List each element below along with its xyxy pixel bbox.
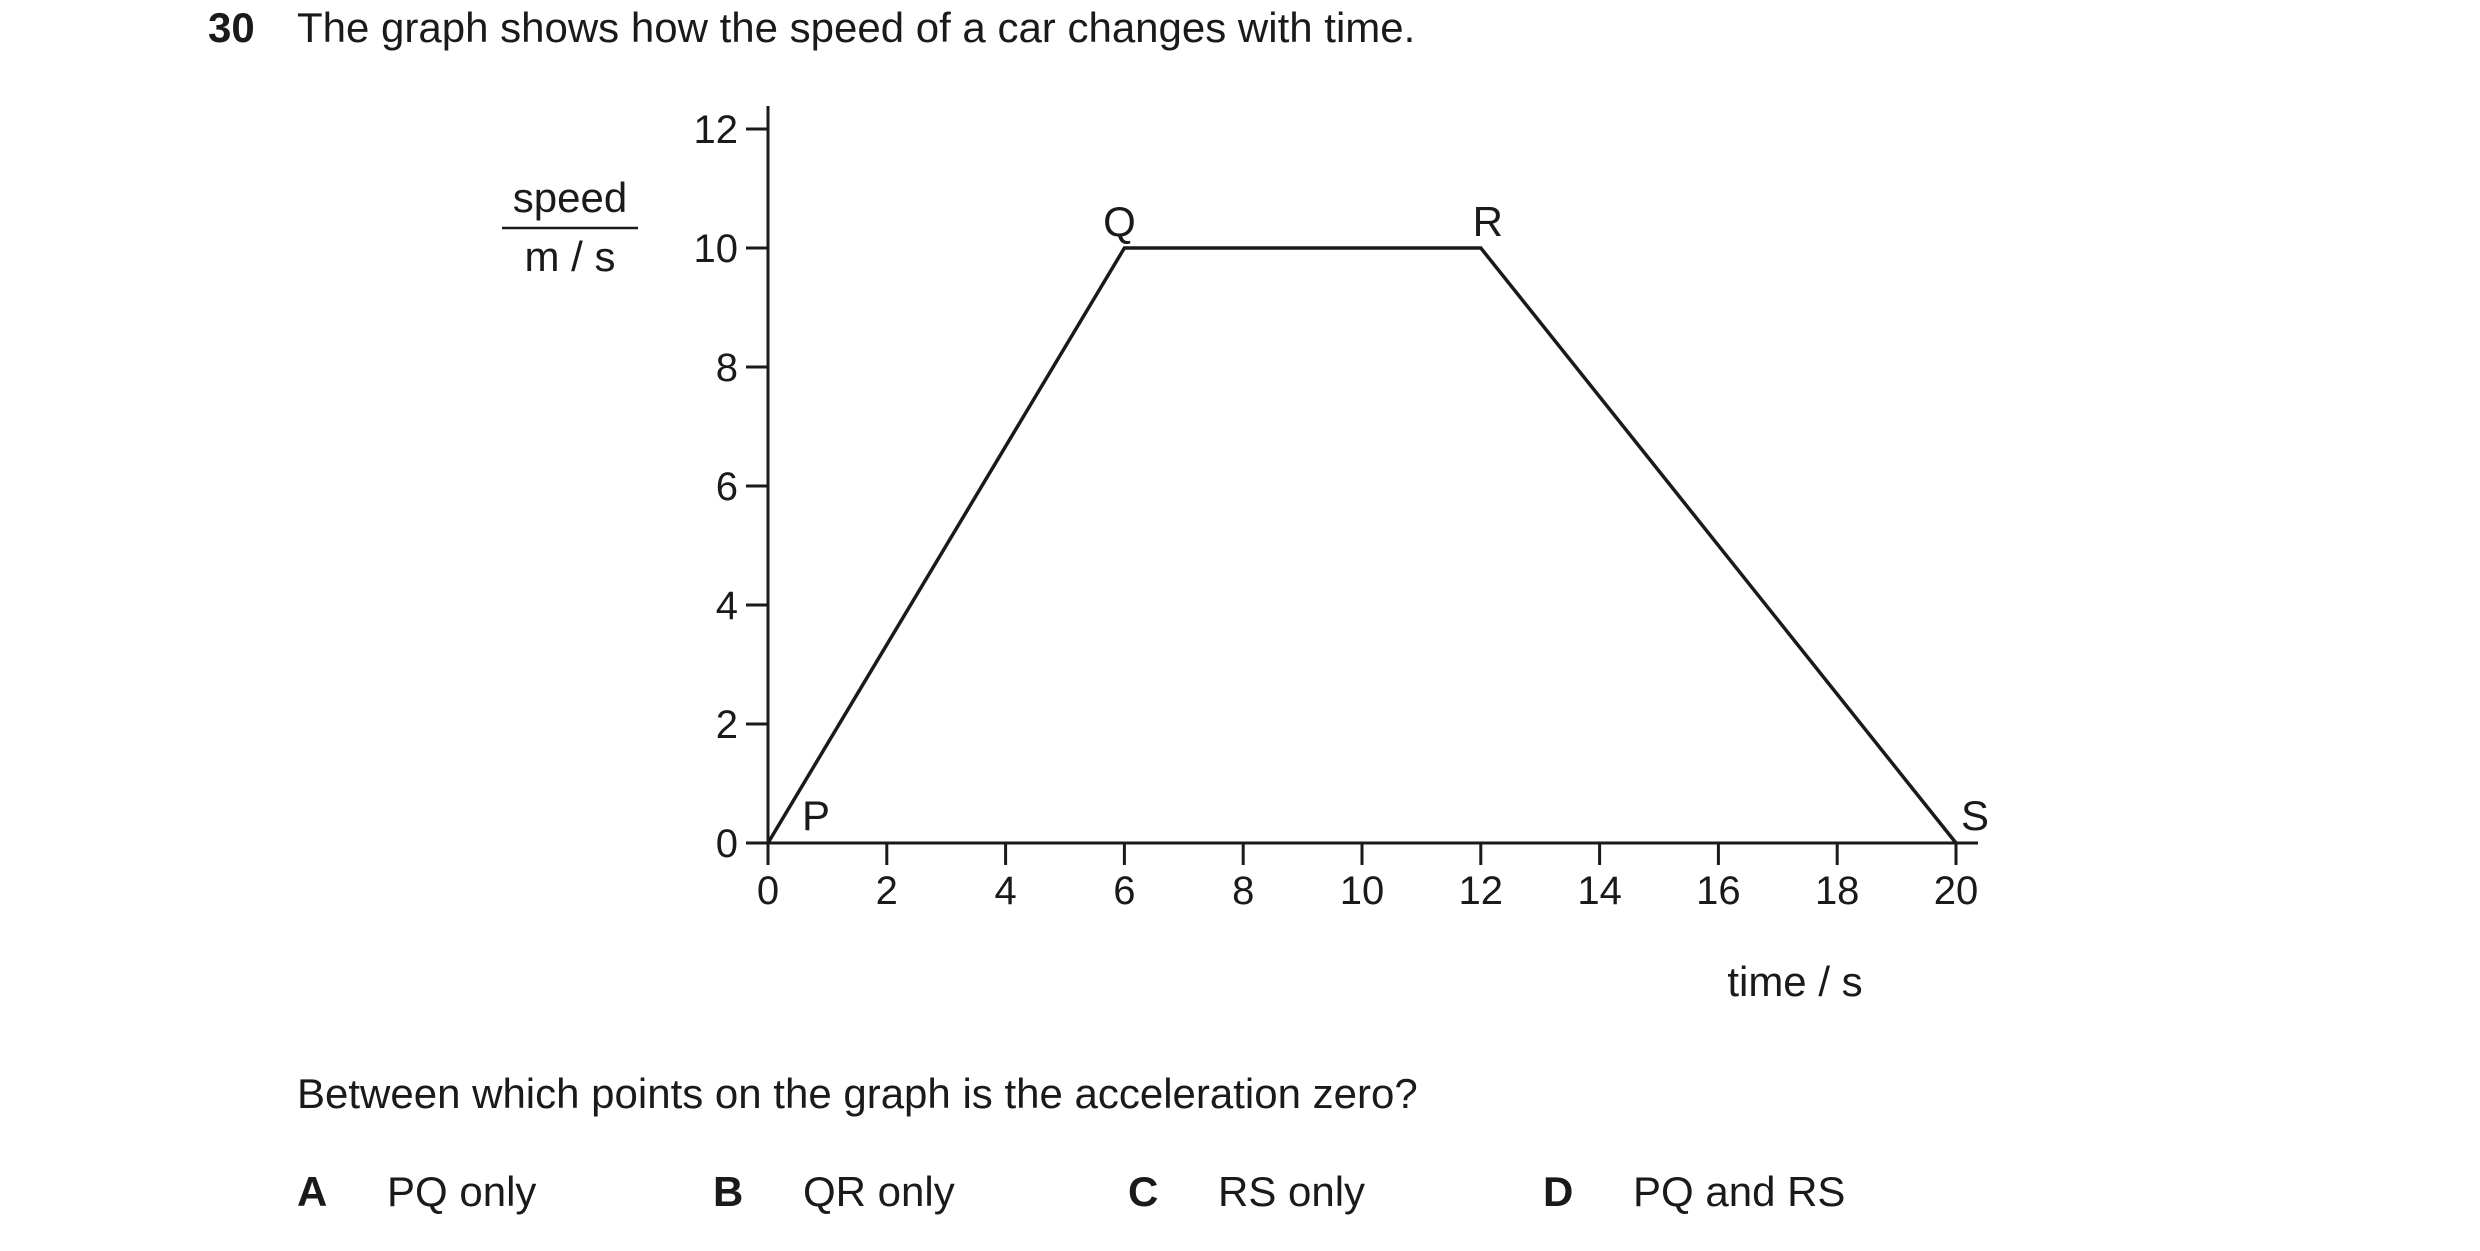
x-tick-label: 0	[757, 869, 779, 913]
y-tick-label: 10	[694, 227, 739, 271]
x-tick-label: 10	[1340, 869, 1385, 913]
y-tick-label: 8	[716, 346, 738, 390]
x-tick-label: 12	[1459, 869, 1504, 913]
x-tick-label: 20	[1934, 869, 1979, 913]
x-tick-label: 4	[994, 869, 1016, 913]
x-tick-label: 2	[876, 869, 898, 913]
x-axis-label: time / s	[1727, 958, 1862, 1005]
option-d[interactable]: D PQ and RS	[1543, 1168, 1845, 1216]
option-a-text: PQ only	[387, 1168, 537, 1215]
y-tick-label: 6	[716, 465, 738, 509]
y-tick-label: 4	[716, 584, 738, 628]
point-label-p: P	[802, 792, 830, 839]
option-a[interactable]: A PQ only	[297, 1168, 536, 1216]
y-axis-label-top: speed	[513, 174, 627, 221]
x-tick-label: 8	[1232, 869, 1254, 913]
question-prompt: Between which points on the graph is the…	[297, 1070, 1418, 1117]
option-d-text: PQ and RS	[1633, 1168, 1846, 1215]
y-tick-label: 0	[716, 822, 738, 866]
x-tick-label: 16	[1696, 869, 1741, 913]
x-tick-label: 14	[1577, 869, 1622, 913]
option-c-text: RS only	[1218, 1168, 1366, 1215]
question-number: 30	[208, 4, 255, 51]
x-tick-label: 18	[1815, 869, 1860, 913]
question-stem: The graph shows how the speed of a car c…	[297, 4, 1416, 51]
point-label-q: Q	[1103, 198, 1136, 245]
point-label-r: R	[1473, 198, 1503, 245]
speed-line	[766, 246, 1958, 845]
option-b-letter: B	[713, 1168, 744, 1215]
y-tick-label: 12	[694, 108, 739, 152]
option-b-text: QR only	[803, 1168, 955, 1215]
option-a-letter: A	[297, 1168, 328, 1215]
option-d-letter: D	[1543, 1168, 1574, 1215]
x-tick-label: 6	[1113, 869, 1135, 913]
y-tick-label: 2	[716, 703, 738, 747]
y-axis-label-bottom: m / s	[525, 233, 616, 280]
option-c[interactable]: C RS only	[1128, 1168, 1365, 1216]
option-b[interactable]: B QR only	[713, 1168, 955, 1216]
point-label-s: S	[1961, 792, 1989, 839]
option-c-letter: C	[1128, 1168, 1159, 1215]
